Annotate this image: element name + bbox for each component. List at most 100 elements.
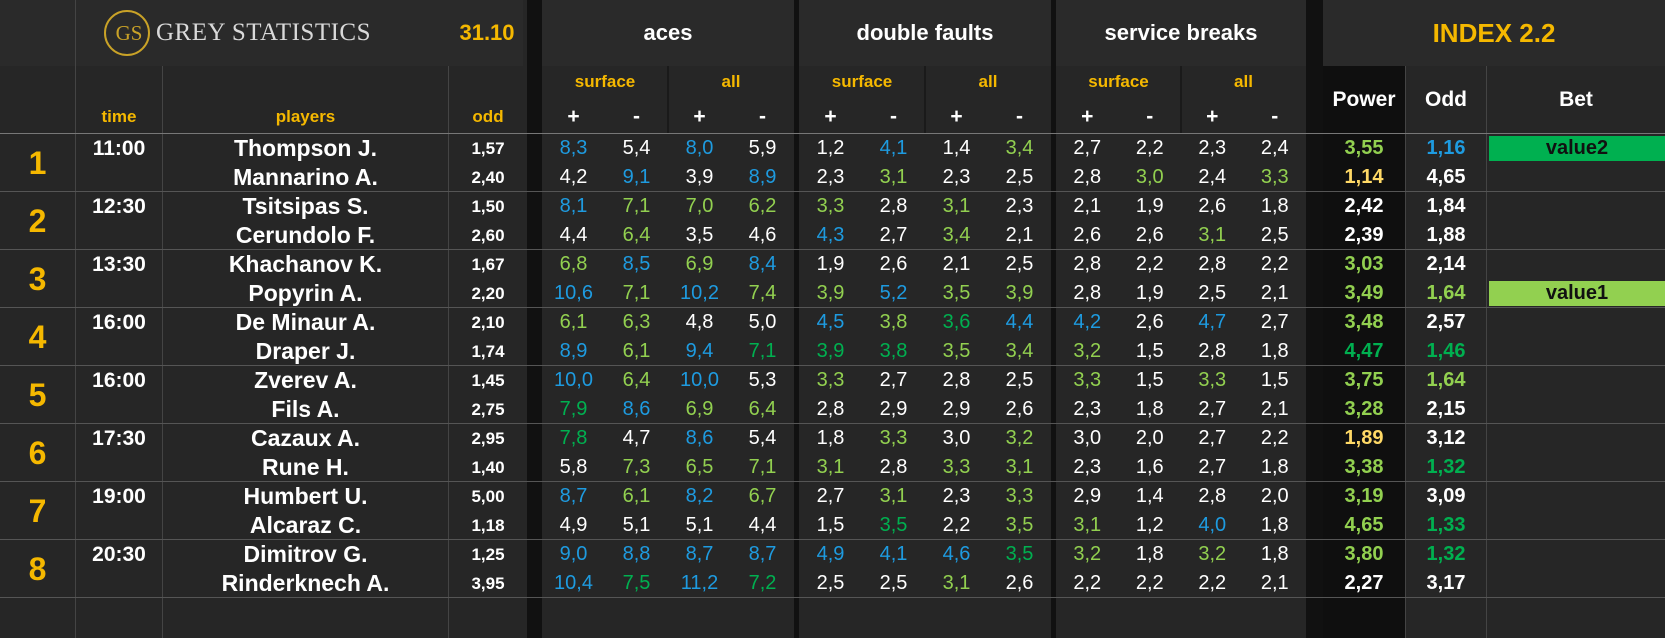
- stat-value: 2,3: [1073, 456, 1102, 478]
- stat-value: 3,5: [685, 224, 714, 246]
- stat-value: 5,8: [559, 456, 588, 478]
- stat-value: 4,5: [816, 311, 845, 333]
- stat-value: 2,8: [816, 398, 845, 420]
- stat-value: 5,1: [622, 514, 651, 536]
- stat-value: 3,3: [1005, 485, 1034, 507]
- match-separator: [0, 249, 1665, 250]
- divider: [1306, 0, 1323, 638]
- stat-value: 4,4: [1005, 311, 1034, 333]
- match-separator: [0, 191, 1665, 192]
- stat-value: 7,1: [622, 282, 651, 304]
- stat-value: 4,7: [622, 427, 651, 449]
- stat-value: 2,1: [1005, 224, 1034, 246]
- stat-value: 3,0: [1135, 166, 1164, 188]
- stat-value: 2,8: [1073, 166, 1102, 188]
- stat-value: 1,4: [1135, 485, 1164, 507]
- stat-value: 9,1: [622, 166, 651, 188]
- stat-value: 2,3: [1073, 398, 1102, 420]
- odd2-value: 2,15: [1426, 398, 1466, 420]
- player-name: Tsitsipas S.: [242, 193, 369, 219]
- stat-value: 2,0: [1260, 485, 1289, 507]
- stat-value: 5,4: [622, 137, 651, 159]
- header-left-bg: [0, 0, 523, 66]
- stat-value: 5,1: [685, 514, 714, 536]
- stat-value: 2,8: [1198, 485, 1227, 507]
- odd2-value: 1,46: [1426, 340, 1466, 362]
- player-name: Thompson J.: [233, 135, 378, 161]
- odd2-value: 3,12: [1426, 427, 1466, 449]
- stat-value: 1,9: [1135, 282, 1164, 304]
- stat-value: 7,8: [559, 427, 588, 449]
- stat-value: 9,4: [685, 340, 714, 362]
- stat-value: 3,1: [942, 195, 971, 217]
- match-time: 11:00: [92, 136, 146, 160]
- stat-value: 2,2: [1260, 427, 1289, 449]
- stat-value: 4,7: [1198, 311, 1227, 333]
- stat-value: 1,8: [1260, 195, 1289, 217]
- power-value: 3,75: [1344, 369, 1384, 391]
- stat-value: 6,9: [685, 398, 714, 420]
- stat-value: 6,1: [622, 485, 651, 507]
- stat-value: 3,5: [942, 282, 971, 304]
- stat-value: 6,9: [685, 253, 714, 275]
- logo-monogram: GS: [115, 20, 143, 45]
- stat-value: 3,6: [942, 311, 971, 333]
- stat-value: 7,4: [748, 282, 777, 304]
- index-title: INDEX 2.2: [1432, 17, 1556, 48]
- power-value: 1,14: [1344, 166, 1384, 188]
- stat-value: 3,9: [685, 166, 714, 188]
- odd2-value: 1,88: [1426, 224, 1466, 246]
- stat-value: 7,3: [622, 456, 651, 478]
- player-odd: 1,40: [471, 457, 505, 477]
- divider: [162, 66, 163, 638]
- stat-value: 8,6: [622, 398, 651, 420]
- match-separator: [0, 307, 1665, 308]
- stat-value: 4,3: [816, 224, 845, 246]
- odd2-value: 1,64: [1426, 282, 1466, 304]
- stat-value: 1,5: [816, 514, 845, 536]
- stat-value: 1,8: [1260, 514, 1289, 536]
- player-odd: 1,50: [471, 196, 505, 216]
- header-players: players: [275, 106, 336, 126]
- player-odd: 1,74: [471, 341, 505, 361]
- stat-value: 2,5: [1260, 224, 1289, 246]
- stat-value: 1,4: [942, 137, 971, 159]
- stat-value: 2,8: [1073, 253, 1102, 275]
- stat-value: 3,2: [1198, 543, 1227, 565]
- stat-value: 7,1: [622, 195, 651, 217]
- stat-value: 2,8: [1198, 253, 1227, 275]
- header-minus: -: [633, 104, 640, 128]
- stat-value: 8,9: [748, 166, 777, 188]
- stat-value: 2,7: [1073, 137, 1102, 159]
- stat-value: 10,4: [554, 572, 593, 594]
- divider: [794, 0, 799, 638]
- player-odd: 3,95: [471, 573, 505, 593]
- stat-value: 11,2: [680, 572, 719, 594]
- power-value: 3,28: [1344, 398, 1384, 420]
- player-name: Mannarino A.: [233, 164, 378, 190]
- odd2-value: 1,16: [1426, 137, 1466, 159]
- stat-value: 4,6: [942, 543, 971, 565]
- stat-value: 2,1: [1260, 282, 1289, 304]
- player-name: Alcaraz C.: [249, 512, 362, 538]
- stat-value: 3,3: [816, 369, 845, 391]
- player-odd: 5,00: [471, 486, 505, 506]
- divider: [527, 0, 542, 638]
- stat-value: 3,0: [1073, 427, 1102, 449]
- power-value: 2,39: [1344, 224, 1384, 246]
- player-odd: 2,95: [471, 428, 505, 448]
- stat-value: 1,6: [1135, 456, 1164, 478]
- stat-value: 7,1: [748, 340, 777, 362]
- stat-value: 10,6: [554, 282, 593, 304]
- stat-value: 4,4: [748, 514, 777, 536]
- odd2-value: 2,14: [1426, 253, 1466, 275]
- stat-value: 2,5: [1005, 166, 1034, 188]
- header-sub-divider: [667, 66, 669, 133]
- divider: [75, 0, 76, 638]
- player-odd: 2,40: [471, 167, 505, 187]
- player-name: Zverev A.: [254, 367, 357, 393]
- header-group-bg: [542, 0, 794, 66]
- player-name: Cerundolo F.: [235, 222, 376, 248]
- stat-value: 1,5: [1135, 369, 1164, 391]
- header-power: Power: [1332, 87, 1396, 111]
